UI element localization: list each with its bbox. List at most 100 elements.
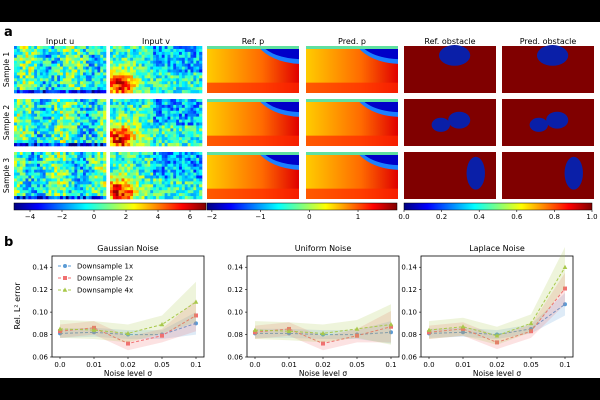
x-tick-label: 0.1 — [559, 361, 570, 369]
data-point — [562, 264, 568, 270]
row-label: Sample 3 — [2, 158, 11, 194]
colorbar-tick-label: 6 — [188, 213, 193, 221]
y-tick-label: 0.10 — [32, 309, 48, 317]
series-line — [59, 301, 197, 334]
y-tick-label: 0.08 — [227, 331, 243, 339]
chart-title: Gaussian Noise — [97, 244, 159, 253]
row-label: Sample 1 — [2, 52, 11, 88]
heatmap-input-u — [14, 152, 107, 200]
error-band — [255, 311, 391, 351]
data-point — [355, 333, 359, 338]
heatmap-input-v — [110, 99, 203, 147]
data-point — [495, 340, 499, 345]
heatmap-pred-obstacle — [502, 152, 594, 199]
colorbar-tick-label: 0.6 — [511, 213, 523, 221]
data-point — [426, 327, 432, 332]
data-point — [159, 321, 165, 327]
data-point — [193, 299, 199, 304]
data-point — [253, 330, 257, 335]
y-tick-label: 0.10 — [401, 309, 417, 317]
y-tick-label: 0.06 — [32, 354, 48, 362]
column-title: Pred. p — [338, 37, 366, 46]
colorbar-tick-label: 1.0 — [586, 213, 597, 221]
y-tick-label: 0.14 — [227, 264, 243, 272]
data-point — [321, 341, 325, 346]
colorbar-tick-label: 0.0 — [398, 213, 409, 221]
x-tick-label: 0.02 — [120, 361, 136, 369]
data-point — [58, 329, 62, 334]
y-tick-label: 0.08 — [32, 331, 48, 339]
y-tick-label: 0.12 — [32, 286, 48, 294]
series-line — [428, 303, 566, 336]
heatmap-grid — [14, 45, 594, 200]
charts: Gaussian Noise Noise level σ 0.06 0.08 0.10 0… — [32, 244, 574, 378]
panel-a-label: a — [4, 25, 13, 40]
heatmap-ref-p — [207, 99, 299, 146]
x-tick-label: 0.1 — [385, 361, 396, 369]
plot-area — [51, 255, 205, 358]
heatmap-pred-obstacle — [502, 99, 594, 146]
y-tick-label: 0.14 — [32, 264, 48, 272]
x-tick-label: 0.01 — [455, 361, 471, 369]
x-tick-label: 0.02 — [489, 361, 505, 369]
colorbar-tick-label: 1 — [356, 213, 360, 221]
heatmap-input-v — [110, 46, 203, 94]
colorbar-tick-label: −2 — [57, 213, 67, 221]
colorbar-tick-label: 0.2 — [436, 213, 447, 221]
series-line — [59, 322, 197, 336]
colorbar-tick-label: 0 — [307, 213, 311, 221]
chart-3: Laplace Noise Noise level σ 0.06 0.08 0.10 0.… — [401, 244, 574, 378]
chart-2: Uniform Noise Noise level σ 0.06 0.08 0.10 0.… — [227, 244, 400, 378]
heatmap-input-u — [14, 99, 107, 147]
y-tick-label: 0.12 — [401, 286, 417, 294]
x-axis-label: Noise level σ — [104, 369, 152, 378]
series-downsample-4x — [426, 247, 568, 345]
colorbar-tick-label: 0.4 — [474, 213, 486, 221]
colorbar-ticks: −4 −2 0 2 4 6 −2 −1 0 1 0.0 0.2 0.4 0.6 0.8 1.0 — [25, 210, 598, 221]
plot-area — [246, 255, 400, 358]
data-point — [494, 333, 500, 338]
x-tick-label: 0.01 — [281, 361, 297, 369]
x-tick-label: 0.0 — [423, 361, 434, 369]
data-point — [389, 324, 393, 329]
heatmap-input-u — [14, 46, 107, 94]
error-band — [429, 247, 565, 345]
colorbar-tick-label: 4 — [156, 213, 161, 221]
heatmap-pred-p — [306, 152, 398, 199]
legend-label: Downsample 4x — [77, 287, 133, 295]
chart-1: Gaussian Noise Noise level σ 0.06 0.08 0.10 0… — [32, 244, 205, 378]
chart-title: Uniform Noise — [295, 244, 352, 253]
data-point — [461, 330, 465, 335]
colorbar-tick-label: 0.8 — [549, 213, 560, 221]
data-point — [286, 328, 292, 333]
colorbar-tick-label: −1 — [255, 213, 265, 221]
heatmap-ref-p — [207, 152, 299, 199]
series-line — [255, 331, 392, 336]
x-axis-label: Noise level σ — [299, 369, 347, 378]
y-tick-label: 0.06 — [227, 354, 243, 362]
heatmap-input-v — [110, 152, 203, 200]
x-tick-label: 0.02 — [315, 361, 331, 369]
y-tick-label: 0.14 — [401, 264, 417, 272]
data-point — [194, 321, 198, 326]
data-point — [125, 330, 131, 336]
colorbar-tick-label: −4 — [25, 213, 36, 221]
data-point — [389, 330, 393, 335]
y-tick-label: 0.12 — [227, 286, 243, 294]
y-tick-label: 0.06 — [401, 354, 417, 362]
heatmap-ref-obstacle — [404, 45, 496, 93]
heatmap-ref-p — [207, 46, 299, 93]
data-point — [388, 321, 394, 327]
colorbar-p — [206, 202, 398, 211]
legend: Downsample 1x Downsample 2x Downsample 4x — [58, 263, 133, 295]
legend-label: Downsample 2x — [77, 275, 133, 283]
data-point — [461, 326, 465, 331]
data-point — [252, 327, 258, 332]
data-point — [91, 327, 97, 332]
data-point — [194, 313, 198, 318]
heatmap-ref-obstacle — [404, 152, 496, 199]
x-tick-label: 0.05 — [154, 361, 170, 369]
column-title: Ref. p — [242, 37, 265, 46]
data-point — [529, 329, 533, 334]
series-downsample-4x — [57, 281, 199, 343]
